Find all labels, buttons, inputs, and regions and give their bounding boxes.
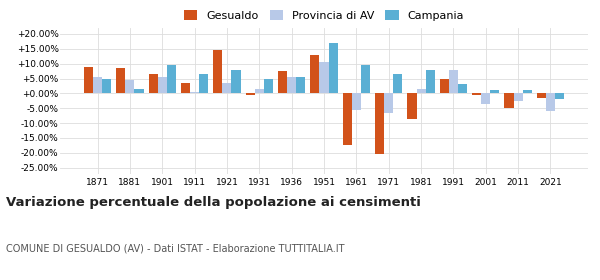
Bar bbox=[255, 89, 264, 93]
Bar bbox=[264, 78, 273, 93]
Bar bbox=[555, 93, 564, 99]
Bar bbox=[440, 78, 449, 93]
Bar bbox=[505, 93, 514, 108]
Text: COMUNE DI GESUALDO (AV) - Dati ISTAT - Elaborazione TUTTITALIA.IT: COMUNE DI GESUALDO (AV) - Dati ISTAT - E… bbox=[6, 244, 344, 254]
Bar bbox=[125, 80, 134, 93]
Bar bbox=[134, 89, 143, 93]
Bar bbox=[384, 93, 393, 113]
Bar bbox=[158, 77, 167, 93]
Bar bbox=[93, 77, 102, 93]
Bar bbox=[84, 67, 93, 93]
Bar bbox=[449, 70, 458, 93]
Bar bbox=[116, 68, 125, 93]
Bar bbox=[223, 83, 232, 93]
Bar bbox=[181, 83, 190, 93]
Bar bbox=[472, 93, 481, 95]
Bar bbox=[199, 74, 208, 93]
Bar bbox=[278, 71, 287, 93]
Bar bbox=[416, 89, 425, 93]
Bar bbox=[546, 93, 555, 111]
Bar bbox=[375, 93, 384, 154]
Bar bbox=[523, 90, 532, 93]
Bar bbox=[407, 93, 416, 119]
Bar bbox=[149, 74, 158, 93]
Bar bbox=[214, 50, 223, 93]
Bar bbox=[481, 93, 490, 104]
Bar bbox=[310, 55, 319, 93]
Bar bbox=[425, 70, 434, 93]
Bar bbox=[514, 93, 523, 101]
Bar bbox=[343, 93, 352, 145]
Bar bbox=[361, 65, 370, 93]
Bar bbox=[352, 93, 361, 110]
Text: Variazione percentuale della popolazione ai censimenti: Variazione percentuale della popolazione… bbox=[6, 196, 421, 209]
Bar bbox=[190, 92, 199, 93]
Bar bbox=[537, 93, 546, 98]
Bar bbox=[232, 70, 241, 93]
Bar bbox=[246, 93, 255, 95]
Bar bbox=[102, 78, 111, 93]
Bar bbox=[458, 85, 467, 93]
Legend: Gesualdo, Provincia di AV, Campania: Gesualdo, Provincia di AV, Campania bbox=[179, 5, 469, 25]
Bar bbox=[319, 62, 329, 93]
Bar bbox=[296, 77, 305, 93]
Bar bbox=[490, 90, 499, 93]
Bar bbox=[167, 65, 176, 93]
Bar bbox=[287, 77, 296, 93]
Bar bbox=[329, 43, 338, 93]
Bar bbox=[393, 74, 402, 93]
